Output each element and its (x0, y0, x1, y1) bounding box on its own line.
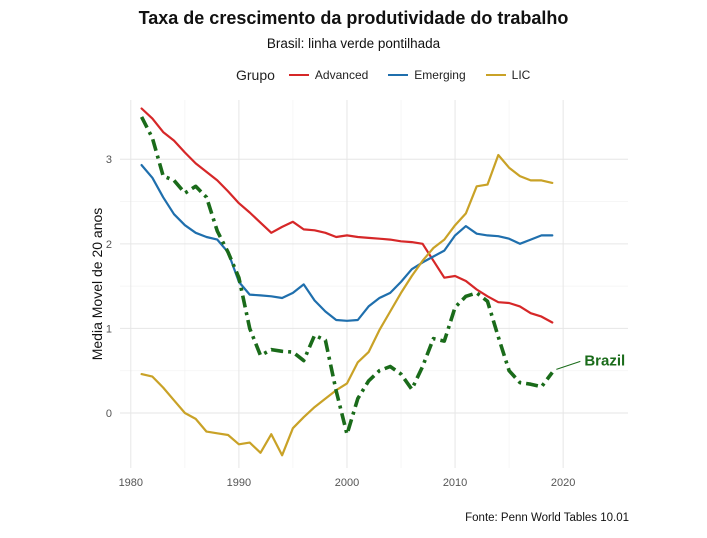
legend-label-lic: LIC (511, 68, 531, 82)
series-line-emerging (140, 164, 554, 322)
legend-key-emerging (388, 74, 409, 76)
x-tick-label: 2000 (335, 477, 359, 489)
y-tick-label: 0 (106, 408, 112, 420)
legend-title: Grupo (236, 67, 275, 83)
legend-key-advanced (288, 74, 309, 76)
series-lines (139, 107, 554, 457)
legend-item-lic: LIC (485, 68, 531, 82)
legend-item-advanced: Advanced (288, 68, 369, 82)
series-line-lic (140, 153, 554, 457)
y-tick-label: 1 (106, 323, 112, 335)
axis-labels: 1980 1990 2000 2010 2020 0 1 2 3 Media Movel de 2… (89, 154, 575, 489)
x-tick-label: 2010 (443, 477, 467, 489)
x-tick-label: 2020 (551, 477, 575, 489)
series-line-brazil (139, 116, 554, 437)
y-axis-label: Media Movel de 20 anos (89, 208, 105, 361)
source-note: Fonte: Penn World Tables 10.01 (465, 512, 629, 524)
annotations: Brazil (556, 352, 625, 370)
legend-item-emerging: Emerging (388, 68, 466, 82)
annotation-label-brazil: Brazil (584, 352, 625, 369)
annotation-leader (556, 360, 581, 370)
legend: Grupo Advanced Emerging LIC (236, 67, 544, 83)
legend-key-lic (485, 74, 506, 76)
x-tick-label: 1990 (227, 477, 251, 489)
chart-subtitle: Brasil: linha verde pontilhada (266, 36, 441, 51)
y-tick-label: 2 (106, 239, 112, 251)
y-tick-label: 3 (106, 154, 112, 166)
legend-label-advanced: Advanced (314, 68, 369, 82)
series-line-advanced (140, 107, 554, 324)
chart-title: Taxa de crescimento da produtividade do … (138, 8, 569, 28)
x-tick-label: 1980 (119, 477, 143, 489)
legend-label-emerging: Emerging (414, 68, 466, 82)
grid-lines (120, 100, 628, 468)
